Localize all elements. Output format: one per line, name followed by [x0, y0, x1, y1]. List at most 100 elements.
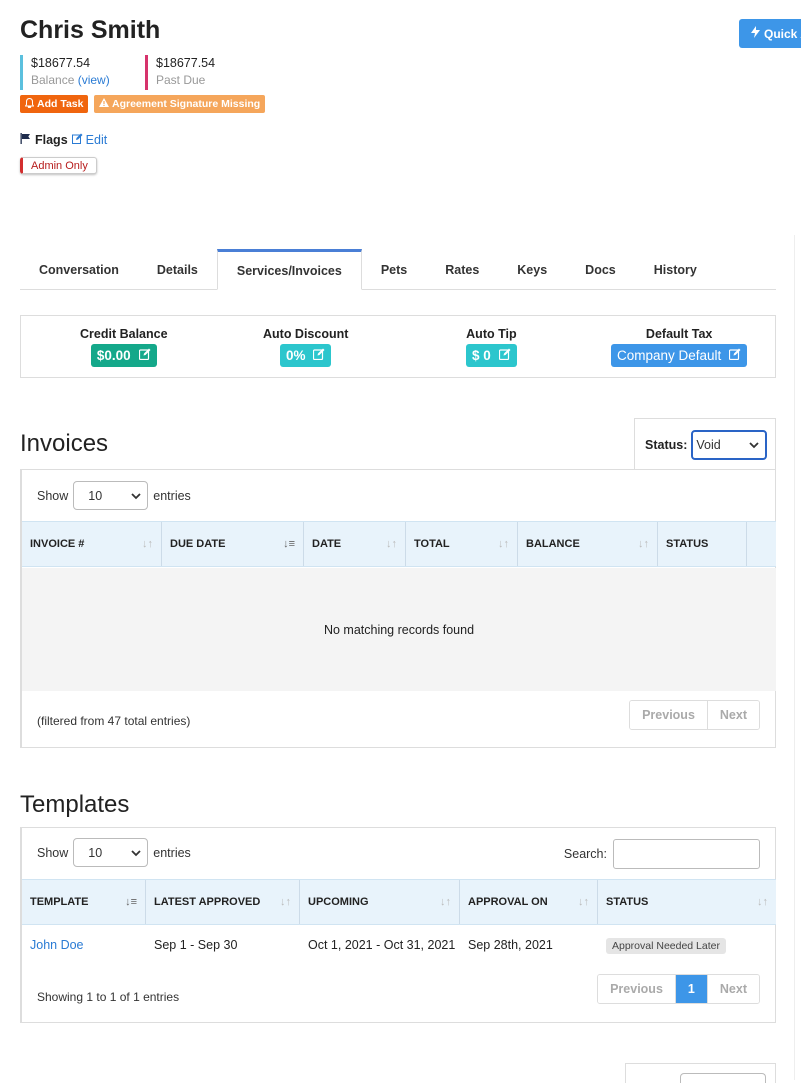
flag-icon — [20, 133, 31, 147]
templates-footer-info: Showing 1 to 1 of 1 entries — [37, 990, 180, 1004]
default-tax-item: Default Tax Company Default — [611, 327, 748, 367]
default-tax-title: Default Tax — [645, 327, 713, 341]
upcoming-cell: Oct 1, 2021 - Oct 31, 2021 — [308, 938, 456, 952]
flags-edit-label: Edit — [85, 133, 108, 147]
tab-keys[interactable]: Keys — [517, 262, 548, 277]
auto-tip-title: Auto Tip — [466, 327, 517, 341]
column-due-date[interactable]: DUE DATE ↓≡ — [162, 522, 304, 566]
column-template-status[interactable]: STATUS ↓↑ — [606, 896, 768, 908]
sort-icon: ↓↑ — [386, 538, 397, 550]
page-size-value: 10 — [88, 488, 103, 503]
previous-page-button[interactable]: Previous — [630, 701, 708, 729]
page-1-button[interactable]: 1 — [675, 975, 708, 1003]
past-due-label: Past Due — [156, 73, 206, 87]
sort-asc-icon: ↓≡ — [125, 896, 137, 908]
past-due-amount: $18677.54 — [156, 56, 216, 70]
column-template[interactable]: TEMPLATE ↓≡ — [22, 880, 146, 924]
edit-icon — [498, 348, 511, 363]
approval-on-cell: Sep 28th, 2021 — [468, 938, 553, 952]
templates-panel: Show 10 entries Search: TEMPLATE ↓≡ LATES… — [20, 827, 776, 1023]
past-due-block: $18677.54 Past Due — [145, 55, 215, 90]
templates-search-input[interactable] — [613, 839, 760, 869]
sort-icon: ↓↑ — [638, 538, 649, 550]
column-date[interactable]: DATE ↓↑ — [304, 522, 406, 566]
warning-icon — [99, 98, 109, 110]
sort-icon: ↓↑ — [578, 896, 589, 908]
invoices-heading: Invoices — [20, 430, 109, 457]
balance-label: Balance — [31, 73, 75, 87]
bell-icon — [24, 97, 35, 111]
auto-tip-item: Auto Tip $ 0 — [466, 327, 517, 367]
quick-action-label: Quick A — [764, 26, 801, 41]
auto-tip-value: $ 0 — [472, 348, 491, 363]
templates-search: Search: — [564, 839, 760, 869]
tab-rates[interactable]: Rates — [445, 262, 480, 277]
tab-services-invoices[interactable]: Services/Invoices — [216, 249, 362, 290]
auto-discount-button[interactable]: 0% — [279, 344, 332, 367]
tab-details[interactable]: Details — [156, 262, 198, 277]
default-tax-button[interactable]: Company Default — [611, 344, 748, 367]
status-select[interactable]: Void — [691, 429, 768, 460]
tab-conversation[interactable]: Conversation — [39, 262, 119, 277]
column-upcoming[interactable]: UPCOMING ↓↑ — [300, 880, 460, 924]
page-scrollbar[interactable] — [794, 235, 801, 1080]
column-balance[interactable]: BALANCE ↓↑ — [518, 522, 658, 566]
status-badge: Approval Needed Later — [606, 938, 726, 954]
tab-pets[interactable]: Pets — [380, 262, 408, 277]
balance-block: $18677.54 Balance (view) — [20, 55, 110, 90]
templates-table-header: TEMPLATE ↓≡ LATEST APPROVED ↓↑ UPCOMING ↓↑ … — [22, 879, 776, 925]
column-status[interactable]: STATUS — [658, 522, 747, 566]
edit-icon — [729, 348, 741, 363]
status-select-value: Void — [696, 437, 721, 452]
sort-icon: ↓↑ — [280, 896, 291, 908]
next-section-select[interactable] — [680, 1073, 766, 1083]
template-link[interactable]: John Doe — [30, 938, 84, 952]
tab-docs[interactable]: Docs — [585, 262, 616, 277]
balance-view-link[interactable]: (view) — [77, 73, 110, 87]
quick-action-button[interactable]: Quick A — [739, 19, 801, 48]
templates-page-size-select[interactable]: 10 — [73, 838, 149, 867]
flags-label: Flags — [35, 133, 68, 147]
sort-icon: ↓↑ — [440, 896, 451, 908]
invoices-pagination: Previous Next — [629, 700, 760, 730]
sort-icon: ↓↑ — [757, 896, 768, 908]
default-tax-value: Company Default — [617, 348, 722, 363]
sort-desc-icon: ↓≡ — [283, 538, 295, 550]
bolt-icon — [751, 26, 760, 41]
show-label: Show — [37, 488, 69, 503]
flag-admin-only[interactable]: Admin Only — [20, 157, 97, 174]
auto-discount-value: 0% — [285, 348, 306, 363]
column-latest-approved[interactable]: LATEST APPROVED ↓↑ — [146, 880, 300, 924]
column-total[interactable]: TOTAL ↓↑ — [406, 522, 518, 566]
next-page-button[interactable]: Next — [707, 975, 759, 1003]
auto-tip-button[interactable]: $ 0 — [466, 344, 517, 367]
invoices-empty-row: No matching records found — [22, 568, 776, 691]
column-invoice-number[interactable]: INVOICE # ↓↑ — [22, 522, 162, 566]
signature-missing-badge[interactable]: Agreement Signature Missing — [94, 95, 266, 113]
add-task-button[interactable]: Add Task — [20, 95, 89, 113]
auto-discount-title: Auto Discount — [263, 327, 349, 341]
table-row: John Doe Sep 1 - Sep 30 Oct 1, 2021 - Oc… — [22, 926, 776, 964]
edit-icon — [71, 133, 83, 147]
add-task-label: Add Task — [37, 98, 84, 110]
billing-summary: Credit Balance $0.00 Auto Discount 0% Au… — [20, 315, 776, 378]
templates-pagination: Previous 1 Next — [597, 974, 760, 1004]
invoices-page-size-select[interactable]: 10 — [73, 481, 149, 510]
latest-approved-cell: Sep 1 - Sep 30 — [154, 938, 238, 952]
signature-missing-label: Agreement Signature Missing — [112, 98, 261, 110]
edit-icon — [138, 348, 151, 363]
previous-page-button[interactable]: Previous — [598, 975, 676, 1003]
client-name: Chris Smith — [20, 16, 161, 44]
credit-balance-button[interactable]: $0.00 — [90, 344, 157, 367]
invoices-table-header: INVOICE # ↓↑ DUE DATE ↓≡ DATE ↓↑ TOTAL ↓↑ BA… — [22, 521, 776, 567]
auto-discount-item: Auto Discount 0% — [263, 327, 348, 367]
next-page-button[interactable]: Next — [707, 701, 759, 729]
chevron-down-icon — [749, 438, 760, 452]
column-approval-on[interactable]: APPROVAL ON ↓↑ — [460, 880, 598, 924]
tab-history[interactable]: History — [653, 262, 697, 277]
flags-edit-link[interactable]: Edit — [71, 133, 108, 147]
profile-tabs: Conversation Details Services/Invoices P… — [20, 249, 776, 290]
balance-amount: $18677.54 — [31, 56, 91, 70]
status-filter-label: Status: — [645, 437, 688, 452]
page-size-value: 10 — [88, 845, 103, 860]
